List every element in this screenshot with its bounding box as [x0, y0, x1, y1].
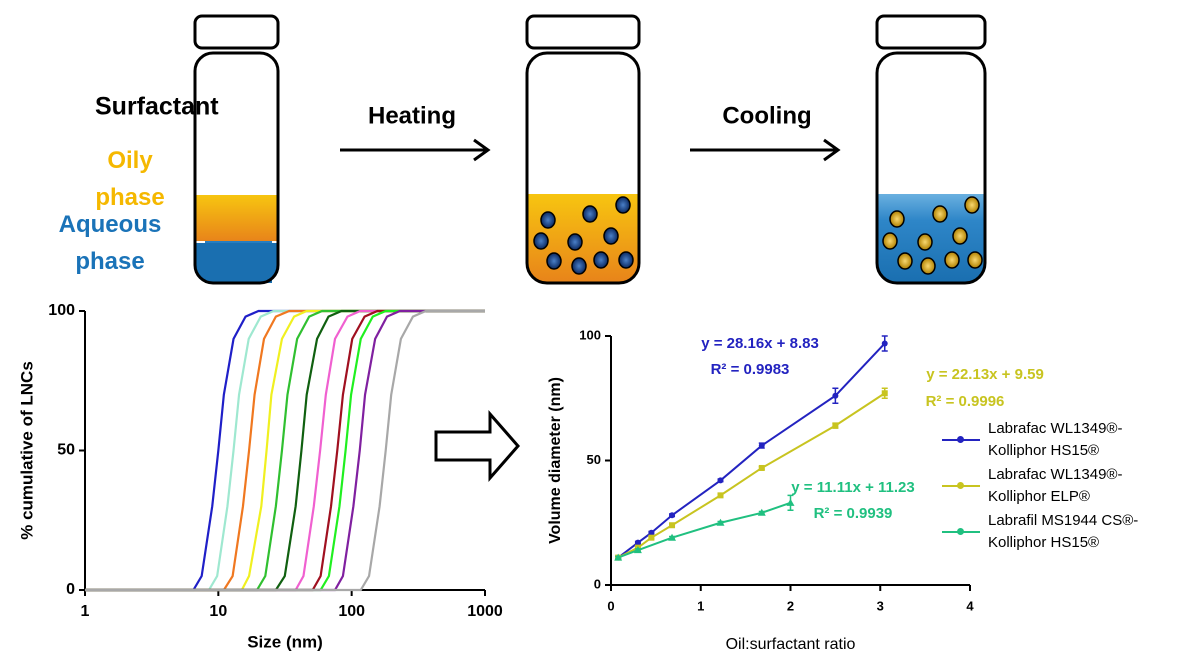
aqueous-layer [196, 243, 277, 282]
y-axis-label: % cumulative of LNCs [17, 361, 36, 540]
equation-label: R² = 0.9939 [814, 505, 893, 522]
droplet [883, 233, 897, 249]
data-point [832, 423, 838, 429]
legend-item: Labrafil MS1944 CS®-Kolliphor HS15® [940, 510, 1153, 554]
distribution-curve [85, 311, 485, 590]
data-point [787, 499, 795, 506]
x-tick-label: 1000 [467, 603, 503, 620]
data-point [648, 535, 654, 541]
data-point [882, 390, 888, 396]
vial-cap [195, 16, 278, 48]
droplet [616, 197, 630, 213]
component-label: Aqueous phase [30, 206, 190, 280]
hollow-arrow [436, 414, 518, 478]
distribution-curve [85, 311, 485, 590]
axis [85, 311, 485, 590]
component-label: Oily phase [80, 142, 180, 216]
data-point [717, 477, 723, 483]
x-tick-label: 1 [697, 598, 704, 613]
y-tick-label: 0 [66, 581, 75, 598]
distribution-curve [85, 311, 485, 590]
legend-marker [957, 528, 964, 535]
x-tick-label: 4 [966, 598, 974, 613]
data-point [759, 443, 765, 449]
distribution-curve [85, 311, 485, 590]
y-tick-label: 100 [579, 327, 601, 342]
canvas: Heating Cooling Surfactant 0501001101001… [0, 0, 1182, 659]
data-point [759, 465, 765, 471]
droplet [918, 234, 932, 250]
figure: Heating Cooling Surfactant 0501001101001… [0, 0, 1182, 659]
droplet [953, 228, 967, 244]
distribution-curve [85, 311, 485, 590]
data-point [832, 393, 838, 399]
process-arrow [690, 140, 838, 160]
y-tick-label: 50 [57, 442, 75, 459]
distribution-curve [85, 311, 485, 590]
droplet [890, 211, 904, 227]
data-point [882, 340, 888, 346]
data-point [669, 512, 675, 518]
droplet [898, 253, 912, 269]
y-tick-label: 100 [48, 302, 75, 319]
data-point [669, 522, 675, 528]
equation-label: y = 28.16x + 8.83 [701, 335, 819, 352]
distribution-curve [85, 311, 485, 590]
fit-line [618, 393, 885, 557]
legend-item: Labrafac WL1349®-Kolliphor ELP® [940, 464, 1153, 508]
droplet [534, 233, 548, 249]
process-arrow [340, 140, 488, 160]
x-tick-label: 3 [877, 598, 884, 613]
droplet [945, 252, 959, 268]
step-label: Heating [368, 102, 456, 129]
legend-label: Labrafil MS1944 CS®-Kolliphor HS15® [988, 510, 1153, 554]
legend-label: Labrafac WL1349®-Kolliphor HS15® [988, 418, 1153, 462]
distribution-curve [85, 311, 485, 590]
y-tick-label: 0 [594, 576, 601, 591]
distribution-curve [85, 311, 485, 590]
droplet [547, 253, 561, 269]
legend-marker [957, 436, 964, 443]
component-label: Surfactant [95, 93, 219, 121]
distribution-curve [85, 311, 485, 590]
data-point [717, 492, 723, 498]
x-axis-label: Size (nm) [247, 632, 323, 651]
oily-layer [196, 195, 277, 241]
droplet [604, 228, 618, 244]
legend-item: Labrafac WL1349®-Kolliphor HS15® [940, 418, 1153, 462]
x-tick-label: 0 [607, 598, 614, 613]
step-label: Cooling [722, 102, 811, 129]
droplet [619, 252, 633, 268]
droplet [965, 197, 979, 213]
legend: Labrafac WL1349®-Kolliphor HS15®Labrafac… [940, 418, 1160, 556]
droplet [933, 206, 947, 222]
x-tick-label: 2 [787, 598, 794, 613]
droplet [968, 252, 982, 268]
droplet [594, 252, 608, 268]
distribution-curve [85, 311, 485, 590]
droplet [583, 206, 597, 222]
vials [195, 16, 985, 283]
legend-label: Labrafac WL1349®-Kolliphor ELP® [988, 464, 1153, 508]
equation-label: y = 11.11x + 11.23 [791, 479, 914, 496]
droplet [541, 212, 555, 228]
legend-marker [957, 482, 964, 489]
equation-label: y = 22.13x + 9.59 [926, 366, 1044, 383]
equation-label: R² = 0.9996 [926, 393, 1005, 410]
x-tick-label: 1 [81, 603, 90, 620]
x-axis-label: Oil:surfactant ratio [726, 636, 856, 653]
y-tick-label: 50 [587, 452, 601, 467]
vial-cap [527, 16, 639, 48]
droplet [921, 258, 935, 274]
arrows [340, 140, 838, 478]
vial-cap [877, 16, 985, 48]
droplet [572, 258, 586, 274]
equation-label: R² = 0.9983 [711, 361, 790, 378]
y-axis-label: Volume diameter (nm) [547, 377, 564, 544]
axis [611, 336, 970, 585]
x-tick-label: 10 [209, 603, 227, 620]
x-tick-label: 100 [338, 603, 365, 620]
droplet [568, 234, 582, 250]
